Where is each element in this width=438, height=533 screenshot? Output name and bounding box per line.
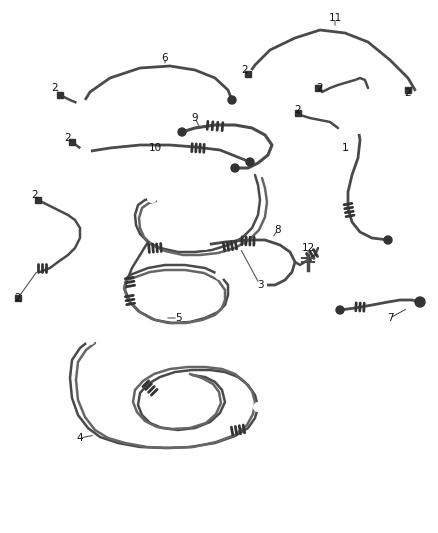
FancyBboxPatch shape	[35, 197, 41, 203]
Text: 2: 2	[52, 83, 58, 93]
Circle shape	[336, 306, 344, 314]
Text: 8: 8	[275, 225, 281, 235]
Circle shape	[178, 128, 186, 136]
FancyBboxPatch shape	[405, 87, 411, 93]
Circle shape	[77, 100, 87, 110]
Text: 12: 12	[301, 243, 314, 253]
Text: 2: 2	[15, 293, 21, 303]
Circle shape	[254, 403, 262, 411]
Circle shape	[231, 164, 239, 172]
Text: 10: 10	[148, 143, 162, 153]
Text: 9: 9	[192, 113, 198, 123]
Circle shape	[415, 297, 425, 307]
Text: 3: 3	[257, 280, 263, 290]
Text: 11: 11	[328, 13, 342, 23]
FancyBboxPatch shape	[69, 139, 75, 145]
Circle shape	[148, 194, 156, 202]
Circle shape	[243, 70, 253, 80]
FancyBboxPatch shape	[295, 110, 301, 116]
Text: 2: 2	[32, 190, 38, 200]
Circle shape	[201, 241, 209, 249]
Circle shape	[228, 96, 236, 104]
FancyBboxPatch shape	[57, 92, 63, 98]
Circle shape	[258, 281, 266, 289]
Text: 7: 7	[387, 313, 393, 323]
Circle shape	[246, 158, 254, 166]
FancyBboxPatch shape	[15, 295, 21, 301]
Text: 4: 4	[77, 433, 83, 443]
Circle shape	[216, 271, 224, 279]
Text: 2: 2	[295, 105, 301, 115]
Text: 5: 5	[175, 313, 181, 323]
Text: 2: 2	[317, 83, 323, 93]
Circle shape	[415, 90, 425, 100]
Text: 2: 2	[65, 133, 71, 143]
Circle shape	[353, 123, 363, 133]
Circle shape	[384, 236, 392, 244]
Text: 2: 2	[405, 88, 411, 98]
FancyBboxPatch shape	[245, 71, 251, 77]
Text: 1: 1	[342, 143, 348, 153]
Text: 6: 6	[162, 53, 168, 63]
Text: 2: 2	[242, 65, 248, 75]
Circle shape	[86, 336, 94, 344]
FancyBboxPatch shape	[315, 85, 321, 91]
Circle shape	[80, 147, 90, 157]
